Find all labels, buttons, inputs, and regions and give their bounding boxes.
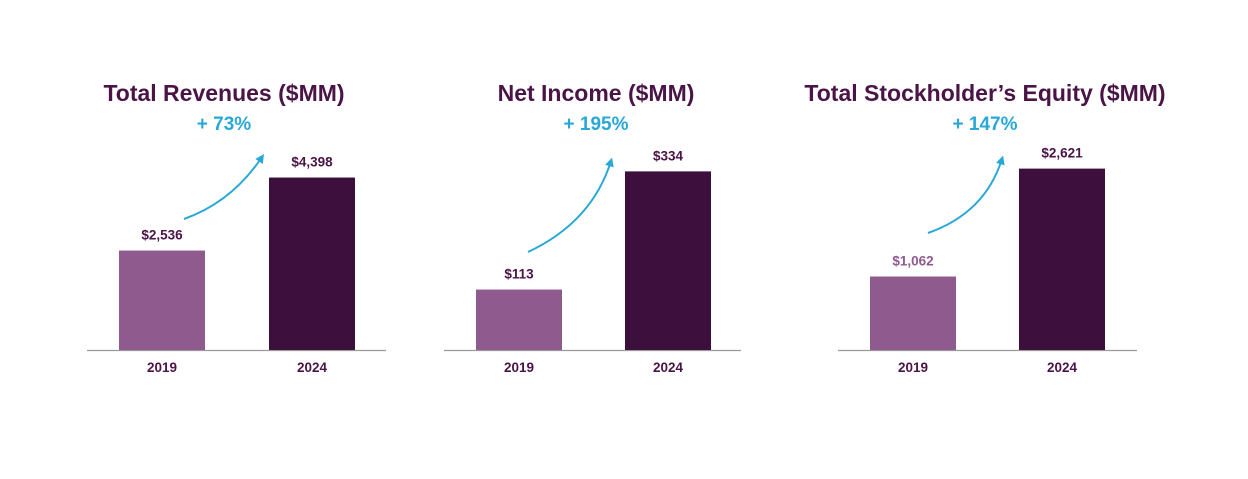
x-tick-label: 2019	[504, 360, 534, 375]
growth-label: + 73%	[197, 114, 252, 135]
value-label: $2,536	[141, 228, 183, 243]
chart-title: Total Revenues ($MM)	[103, 80, 344, 106]
growth-label: + 147%	[953, 114, 1018, 135]
x-tick-label: 2024	[653, 360, 684, 375]
value-label: $4,398	[291, 155, 333, 170]
value-label: $2,621	[1041, 146, 1083, 161]
x-tick-label: 2019	[147, 360, 177, 375]
chart-panel-1: Total Revenues ($MM) + 73% $2,536 2019 $4,39…	[87, 80, 386, 375]
x-tick-label: 2019	[898, 360, 928, 375]
bar-2019	[476, 289, 562, 350]
bar-2024	[625, 171, 711, 350]
bar-2019	[870, 276, 956, 350]
x-tick-label: 2024	[297, 360, 328, 375]
growth-arrow-icon	[927, 155, 1005, 234]
growth-label: + 195%	[564, 114, 629, 135]
value-label: $334	[653, 148, 684, 163]
growth-arrow-icon	[183, 154, 264, 220]
bar-2024	[269, 177, 355, 350]
value-label: $113	[504, 267, 534, 282]
chart-title: Total Stockholder’s Equity ($MM)	[804, 80, 1165, 106]
chart-title: Net Income ($MM)	[498, 80, 695, 106]
chart-panel-2: Net Income ($MM) + 195% $113 2019 $334 2024	[444, 80, 741, 375]
bar-2024	[1019, 168, 1105, 350]
bar-2019	[119, 250, 205, 350]
x-tick-label: 2024	[1047, 360, 1078, 375]
value-label: $1,062	[892, 254, 933, 269]
growth-arrow-icon	[527, 157, 614, 253]
chart-panel-3: Total Stockholder’s Equity ($MM) + 147% $1…	[804, 80, 1165, 375]
